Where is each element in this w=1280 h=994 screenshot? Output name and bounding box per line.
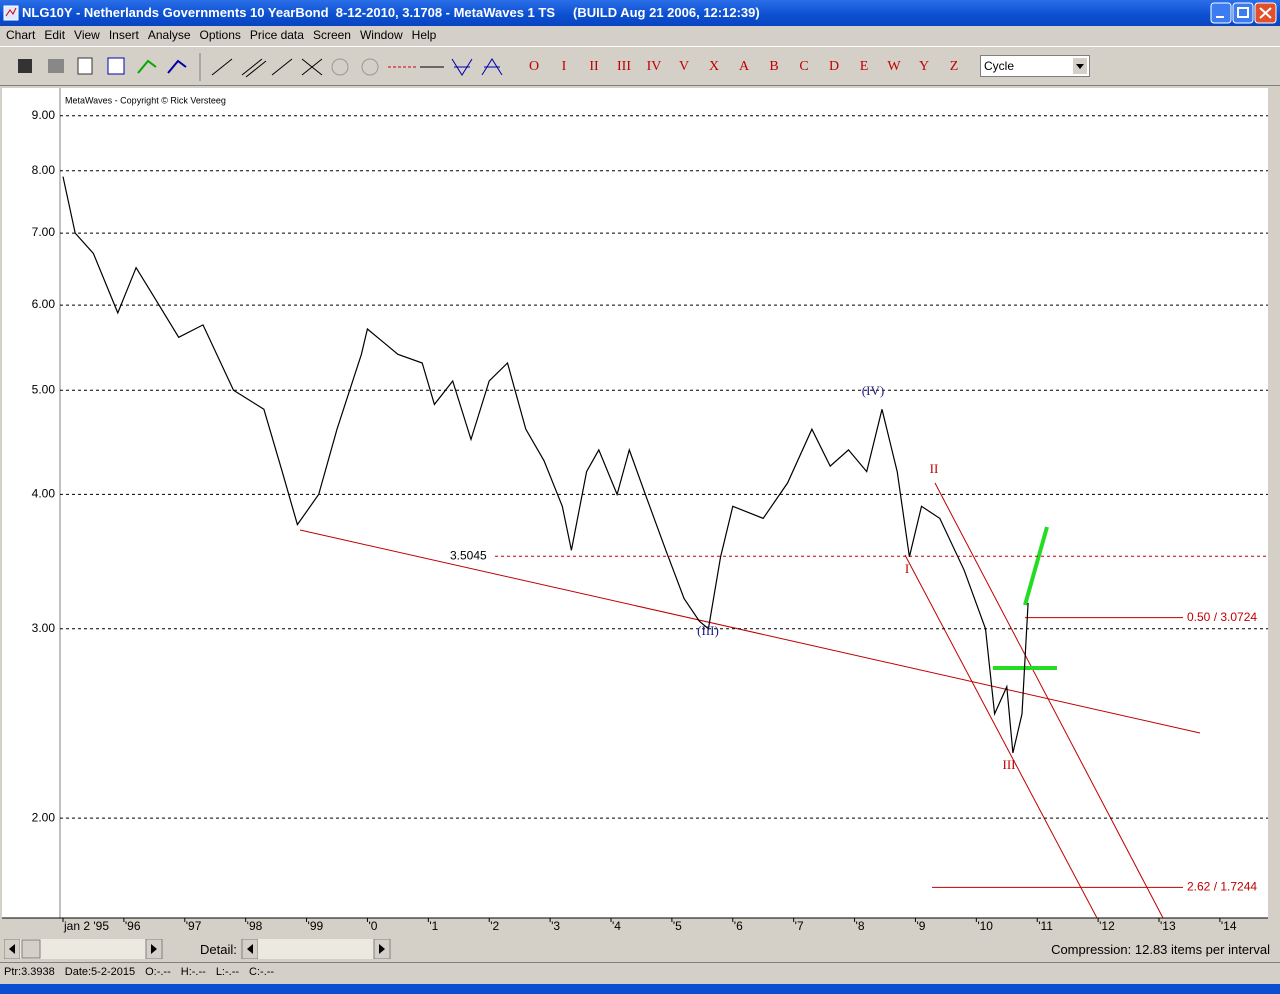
menu-item[interactable]: Edit (44, 28, 66, 42)
y-tick-label: 5.00 (32, 382, 56, 396)
x-tick-label: '0 (368, 919, 377, 933)
y-tick-label: 9.00 (32, 108, 56, 122)
wave-button[interactable]: II (589, 59, 599, 74)
wave-button[interactable]: III (617, 59, 631, 74)
wave-button[interactable]: X (708, 59, 720, 74)
level-label: 3.5045 (450, 548, 487, 562)
status-bar: Ptr:3.3938 Date:5-2-2015 O:-.-- H:-.-- L:-.-… (0, 962, 1280, 981)
plot-area (2, 88, 1268, 918)
status-item: C:-.-- (249, 966, 275, 978)
x-tick-label: jan 2 '95 (63, 919, 109, 933)
x-tick-label: '96 (125, 919, 141, 933)
x-tick-label: '9 (916, 919, 925, 933)
level-label: 2.62 / 1.7244 (1187, 880, 1257, 894)
trend-lines (299, 482, 1201, 919)
y-tick-label: 4.00 (32, 487, 56, 501)
x-tick-label: '6 (734, 919, 743, 933)
x-tick-label: '98 (247, 919, 263, 933)
window-controls[interactable] (1210, 2, 1278, 24)
scroll-controls[interactable] (4, 939, 394, 959)
app-icon (3, 5, 19, 21)
status-item: O:-.-- (145, 966, 171, 978)
x-tick-label: '8 (856, 919, 865, 933)
menu-item[interactable]: Insert (108, 28, 139, 42)
status-item: Date:5-2-2015 (64, 966, 136, 978)
copyright: MetaWaves - Copyright © Rick Versteeg (65, 95, 226, 105)
status-item: H:-.-- (180, 966, 206, 978)
x-tick-label: '4 (612, 919, 621, 933)
wave-label: (IV) (862, 383, 884, 398)
title-bar: NLG10Y - Netherlands Governments 10 Year… (0, 0, 1280, 26)
scroll-bar: Detail: Compression: 12.83 items per int… (0, 938, 1280, 960)
wave-button[interactable]: Z (949, 59, 959, 74)
wave-label: (III) (697, 623, 719, 638)
x-tick-label: '13 (1160, 919, 1176, 933)
wave-button[interactable]: B (769, 59, 779, 74)
compression: Compression: 12.83 items per interval (1051, 942, 1270, 957)
cycle-dropdown[interactable]: Cycle (980, 55, 1090, 77)
x-tick-label: '10 (977, 919, 993, 933)
wave-button[interactable]: D (828, 59, 840, 74)
y-tick-label: 6.00 (32, 297, 56, 311)
tool-icons[interactable] (10, 53, 510, 81)
status-item: L:-.-- (215, 966, 240, 978)
x-tick-label: '11 (1038, 919, 1053, 933)
wave-label: II (930, 461, 939, 476)
wave-button[interactable]: IV (646, 59, 662, 74)
x-tick-label: '5 (673, 919, 682, 933)
y-tick-label: 2.00 (32, 810, 56, 824)
wave-button[interactable]: O (528, 59, 540, 74)
chart: MetaWaves - Copyright © Rick Versteeg 2.… (0, 86, 1280, 936)
toolbar: O I II III IV V X A B C D E W Y Z Cycle (0, 46, 1280, 86)
x-tick-label: '99 (308, 919, 324, 933)
wave-button[interactable]: I (561, 59, 567, 74)
wave-button[interactable]: C (799, 59, 809, 74)
dropdown-arrow (1073, 58, 1087, 74)
x-tick-label: '7 (795, 919, 804, 933)
menu-item[interactable]: View (74, 28, 100, 42)
menu-item[interactable]: Window (359, 28, 403, 42)
menu-item[interactable]: Chart (6, 28, 36, 42)
x-tick-label: '3 (551, 919, 560, 933)
x-tick-label: '2 (490, 919, 499, 933)
menu-bar: Chart Edit View Insert Analyse Options Price d… (0, 26, 1280, 44)
x-tick-label: '1 (429, 919, 438, 933)
wave-button[interactable]: W (887, 59, 901, 74)
x-tick-label: '97 (186, 919, 202, 933)
y-tick-label: 7.00 (32, 225, 56, 239)
menu-item[interactable]: Options (199, 28, 241, 42)
wave-button[interactable]: A (738, 59, 750, 74)
menu-item[interactable]: Analyse (147, 28, 191, 42)
level-label: 0.50 / 3.0724 (1187, 610, 1257, 624)
wave-button[interactable]: Y (918, 59, 930, 74)
wave-button[interactable]: E (859, 59, 869, 74)
dropdown-value: Cycle (984, 59, 1015, 73)
wave-label: III (1003, 757, 1016, 772)
status-item: Ptr:3.3938 (4, 966, 55, 978)
detail-label: Detail: (200, 942, 237, 957)
menu-item[interactable]: Help (411, 28, 437, 42)
wave-button[interactable]: V (678, 59, 690, 74)
price-line (62, 176, 1029, 754)
menu-item[interactable]: Price data (249, 28, 304, 42)
menu-item[interactable]: Screen (312, 28, 351, 42)
y-tick-label: 3.00 (32, 621, 56, 635)
window-title: NLG10Y - Netherlands Governments 10 Year… (22, 5, 760, 20)
wave-label: I (905, 561, 909, 576)
taskbar-edge (0, 984, 1280, 994)
x-tick-label: '14 (1221, 919, 1237, 933)
x-tick-label: '12 (1099, 919, 1115, 933)
y-tick-label: 8.00 (32, 163, 56, 177)
